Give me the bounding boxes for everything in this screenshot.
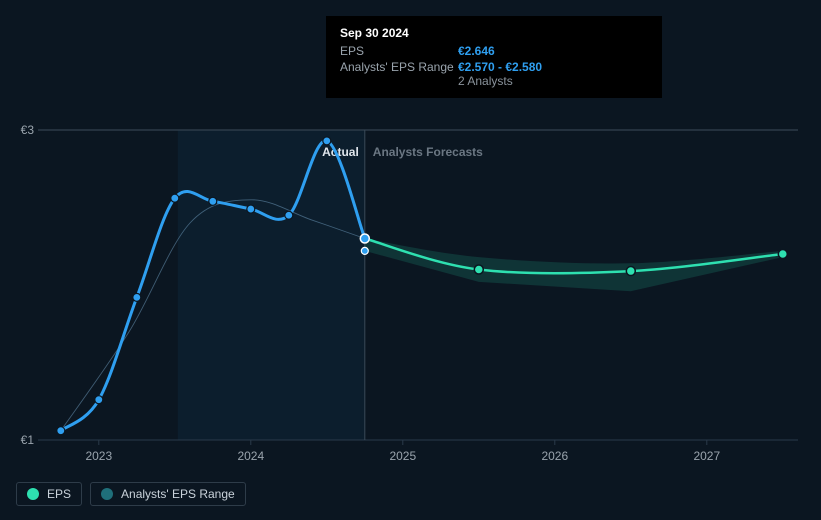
- x-tick-label: 2026: [541, 449, 568, 463]
- eps-marker: [285, 211, 293, 219]
- eps-range-marker: [361, 247, 368, 254]
- eps-marker-active: [360, 234, 369, 243]
- legend-swatch-range: [101, 488, 113, 500]
- eps-marker: [323, 137, 331, 145]
- legend-item-eps[interactable]: EPS: [16, 482, 82, 506]
- forecast-marker: [626, 267, 635, 276]
- legend-swatch-eps: [27, 488, 39, 500]
- eps-marker: [247, 205, 255, 213]
- x-tick-label: 2025: [389, 449, 416, 463]
- x-tick-label: 2027: [693, 449, 720, 463]
- actual-shade: [178, 130, 365, 440]
- legend-label-range: Analysts' EPS Range: [121, 487, 235, 501]
- tooltip-key-range: Analysts' EPS Range: [340, 60, 458, 74]
- tooltip-key-eps: EPS: [340, 44, 458, 58]
- tooltip-date: Sep 30 2024: [340, 26, 648, 40]
- eps-marker: [209, 197, 217, 205]
- legend-item-range[interactable]: Analysts' EPS Range: [90, 482, 246, 506]
- x-tick-label: 2024: [237, 449, 264, 463]
- forecast-marker: [474, 265, 483, 274]
- eps-marker: [57, 427, 65, 435]
- legend-label-eps: EPS: [47, 487, 71, 501]
- eps-marker: [133, 293, 141, 301]
- eps-marker: [95, 396, 103, 404]
- chart-tooltip: Sep 30 2024 EPS €2.646 Analysts' EPS Ran…: [326, 16, 662, 98]
- tooltip-val-range: €2.570 - €2.580: [458, 60, 542, 74]
- forecast-band: [365, 239, 783, 292]
- chart-legend: EPS Analysts' EPS Range: [16, 482, 246, 506]
- y-tick-label: €1: [21, 433, 35, 447]
- eps-marker: [171, 194, 179, 202]
- actual-label: Actual: [322, 145, 359, 159]
- forecast-label: Analysts Forecasts: [373, 145, 483, 159]
- x-tick-label: 2023: [85, 449, 112, 463]
- tooltip-subnote: 2 Analysts: [458, 74, 648, 88]
- tooltip-val-eps: €2.646: [458, 44, 495, 58]
- forecast-marker: [778, 250, 787, 259]
- y-tick-label: €3: [21, 123, 35, 137]
